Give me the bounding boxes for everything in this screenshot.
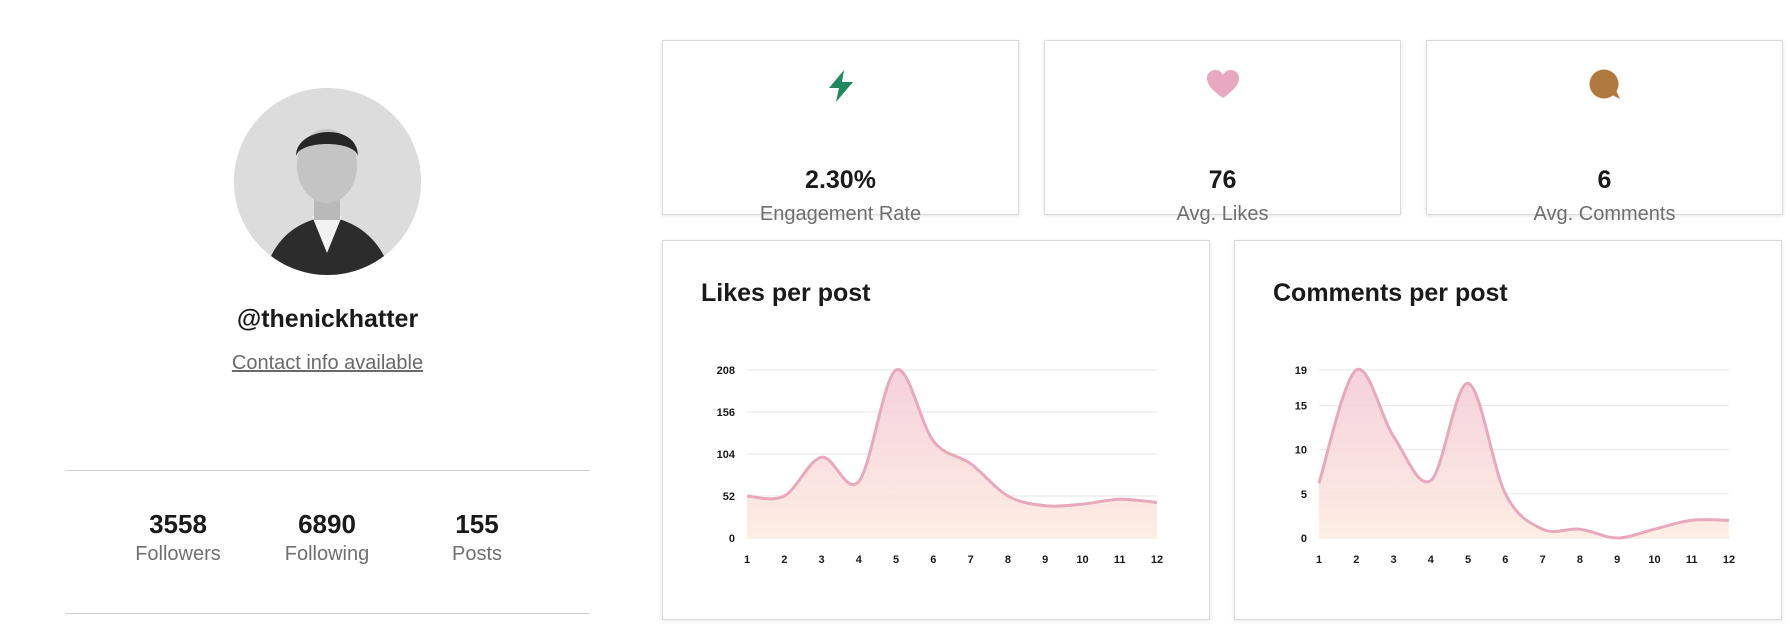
series-line [746, 368, 1158, 508]
y-tick-label: 0 [729, 533, 735, 545]
avg-comments-label: Avg. Comments [1533, 203, 1676, 225]
posts-label: Posts [451, 543, 503, 565]
x-tick-label: 2 [781, 554, 787, 566]
y-tick-label: 0 [1301, 533, 1307, 545]
following-label: Following [284, 543, 370, 565]
x-tick-label: 8 [1577, 554, 1583, 566]
x-tick-label: 3 [818, 554, 824, 566]
avg-likes-label: Avg. Likes [1176, 203, 1269, 225]
followers-count: 3558 [149, 509, 207, 539]
followers-label: Followers [135, 543, 221, 565]
comments-chart-card: Comments per post 0 5 10 15 19 1 2 3 4 5 6 7 8 9 10 11 1… [1234, 240, 1782, 620]
x-tick-label: 5 [893, 554, 899, 566]
area-fill [747, 369, 1157, 538]
x-tick-label: 5 [1465, 554, 1471, 566]
x-tick-label: 10 [1076, 554, 1088, 566]
y-tick-label: 10 [1295, 445, 1307, 457]
x-tick-label: 8 [1005, 554, 1011, 566]
y-tick-label: 156 [717, 407, 735, 419]
series-line [1317, 367, 1730, 540]
x-tick-label: 1 [744, 554, 750, 566]
divider [65, 470, 590, 471]
x-tick-label: 12 [1151, 554, 1163, 566]
x-tick-label: 4 [1428, 554, 1435, 566]
divider [65, 613, 590, 614]
avg-likes-value: 76 [1208, 166, 1237, 194]
x-tick-label: 1 [1316, 554, 1322, 566]
x-tick-label: 2 [1353, 554, 1359, 566]
y-tick-label: 52 [723, 491, 735, 503]
x-tick-label: 9 [1614, 554, 1620, 566]
likes-chart-card: Likes per post 0 52 104 156 208 1 2 3 4 5 6 7 8 9 10 11… [662, 240, 1210, 620]
avg-likes-card: 76 Avg. Likes [1044, 40, 1401, 225]
x-tick-label: 12 [1723, 554, 1735, 566]
lightning-icon [663, 69, 1018, 105]
contact-info-link[interactable]: Contact info available [231, 352, 424, 374]
x-tick-label: 10 [1648, 554, 1660, 566]
posts-stat: 155 Posts [397, 508, 557, 566]
x-tick-label: 4 [856, 554, 863, 566]
avatar-photo [234, 88, 421, 275]
engagement-rate-value: 2.30% [805, 166, 876, 194]
comment-bubble-icon [1427, 69, 1782, 105]
area-fill [1319, 369, 1729, 538]
avg-comments-value: 6 [1597, 166, 1612, 194]
x-tick-label: 11 [1686, 554, 1698, 566]
x-tick-label: 6 [930, 554, 936, 566]
comments-chart-title: Comments per post [1273, 279, 1508, 307]
y-tick-label: 104 [717, 449, 736, 461]
y-tick-label: 208 [717, 365, 735, 377]
posts-count: 155 [455, 509, 499, 539]
y-tick-label: 15 [1295, 400, 1307, 412]
x-tick-label: 6 [1502, 554, 1508, 566]
x-tick-label: 7 [968, 554, 974, 566]
y-tick-label: 5 [1301, 489, 1307, 501]
avg-comments-card: 6 Avg. Comments [1426, 40, 1783, 225]
profile-panel: @thenickhatter Contact info available 35… [0, 0, 655, 624]
x-tick-label: 9 [1042, 554, 1048, 566]
avatar [234, 88, 421, 275]
following-stat: 6890 Following [247, 508, 407, 566]
x-tick-label: 11 [1114, 554, 1126, 566]
following-count: 6890 [298, 509, 356, 539]
engagement-rate-card: 2.30% Engagement Rate [662, 40, 1019, 225]
likes-chart-title: Likes per post [701, 279, 871, 307]
heart-icon [1045, 69, 1400, 105]
y-tick-label: 19 [1295, 365, 1307, 377]
x-tick-label: 3 [1390, 554, 1396, 566]
engagement-rate-label: Engagement Rate [759, 203, 922, 225]
x-tick-label: 7 [1540, 554, 1546, 566]
followers-stat: 3558 Followers [98, 508, 258, 566]
profile-handle: @thenickhatter [236, 305, 419, 333]
